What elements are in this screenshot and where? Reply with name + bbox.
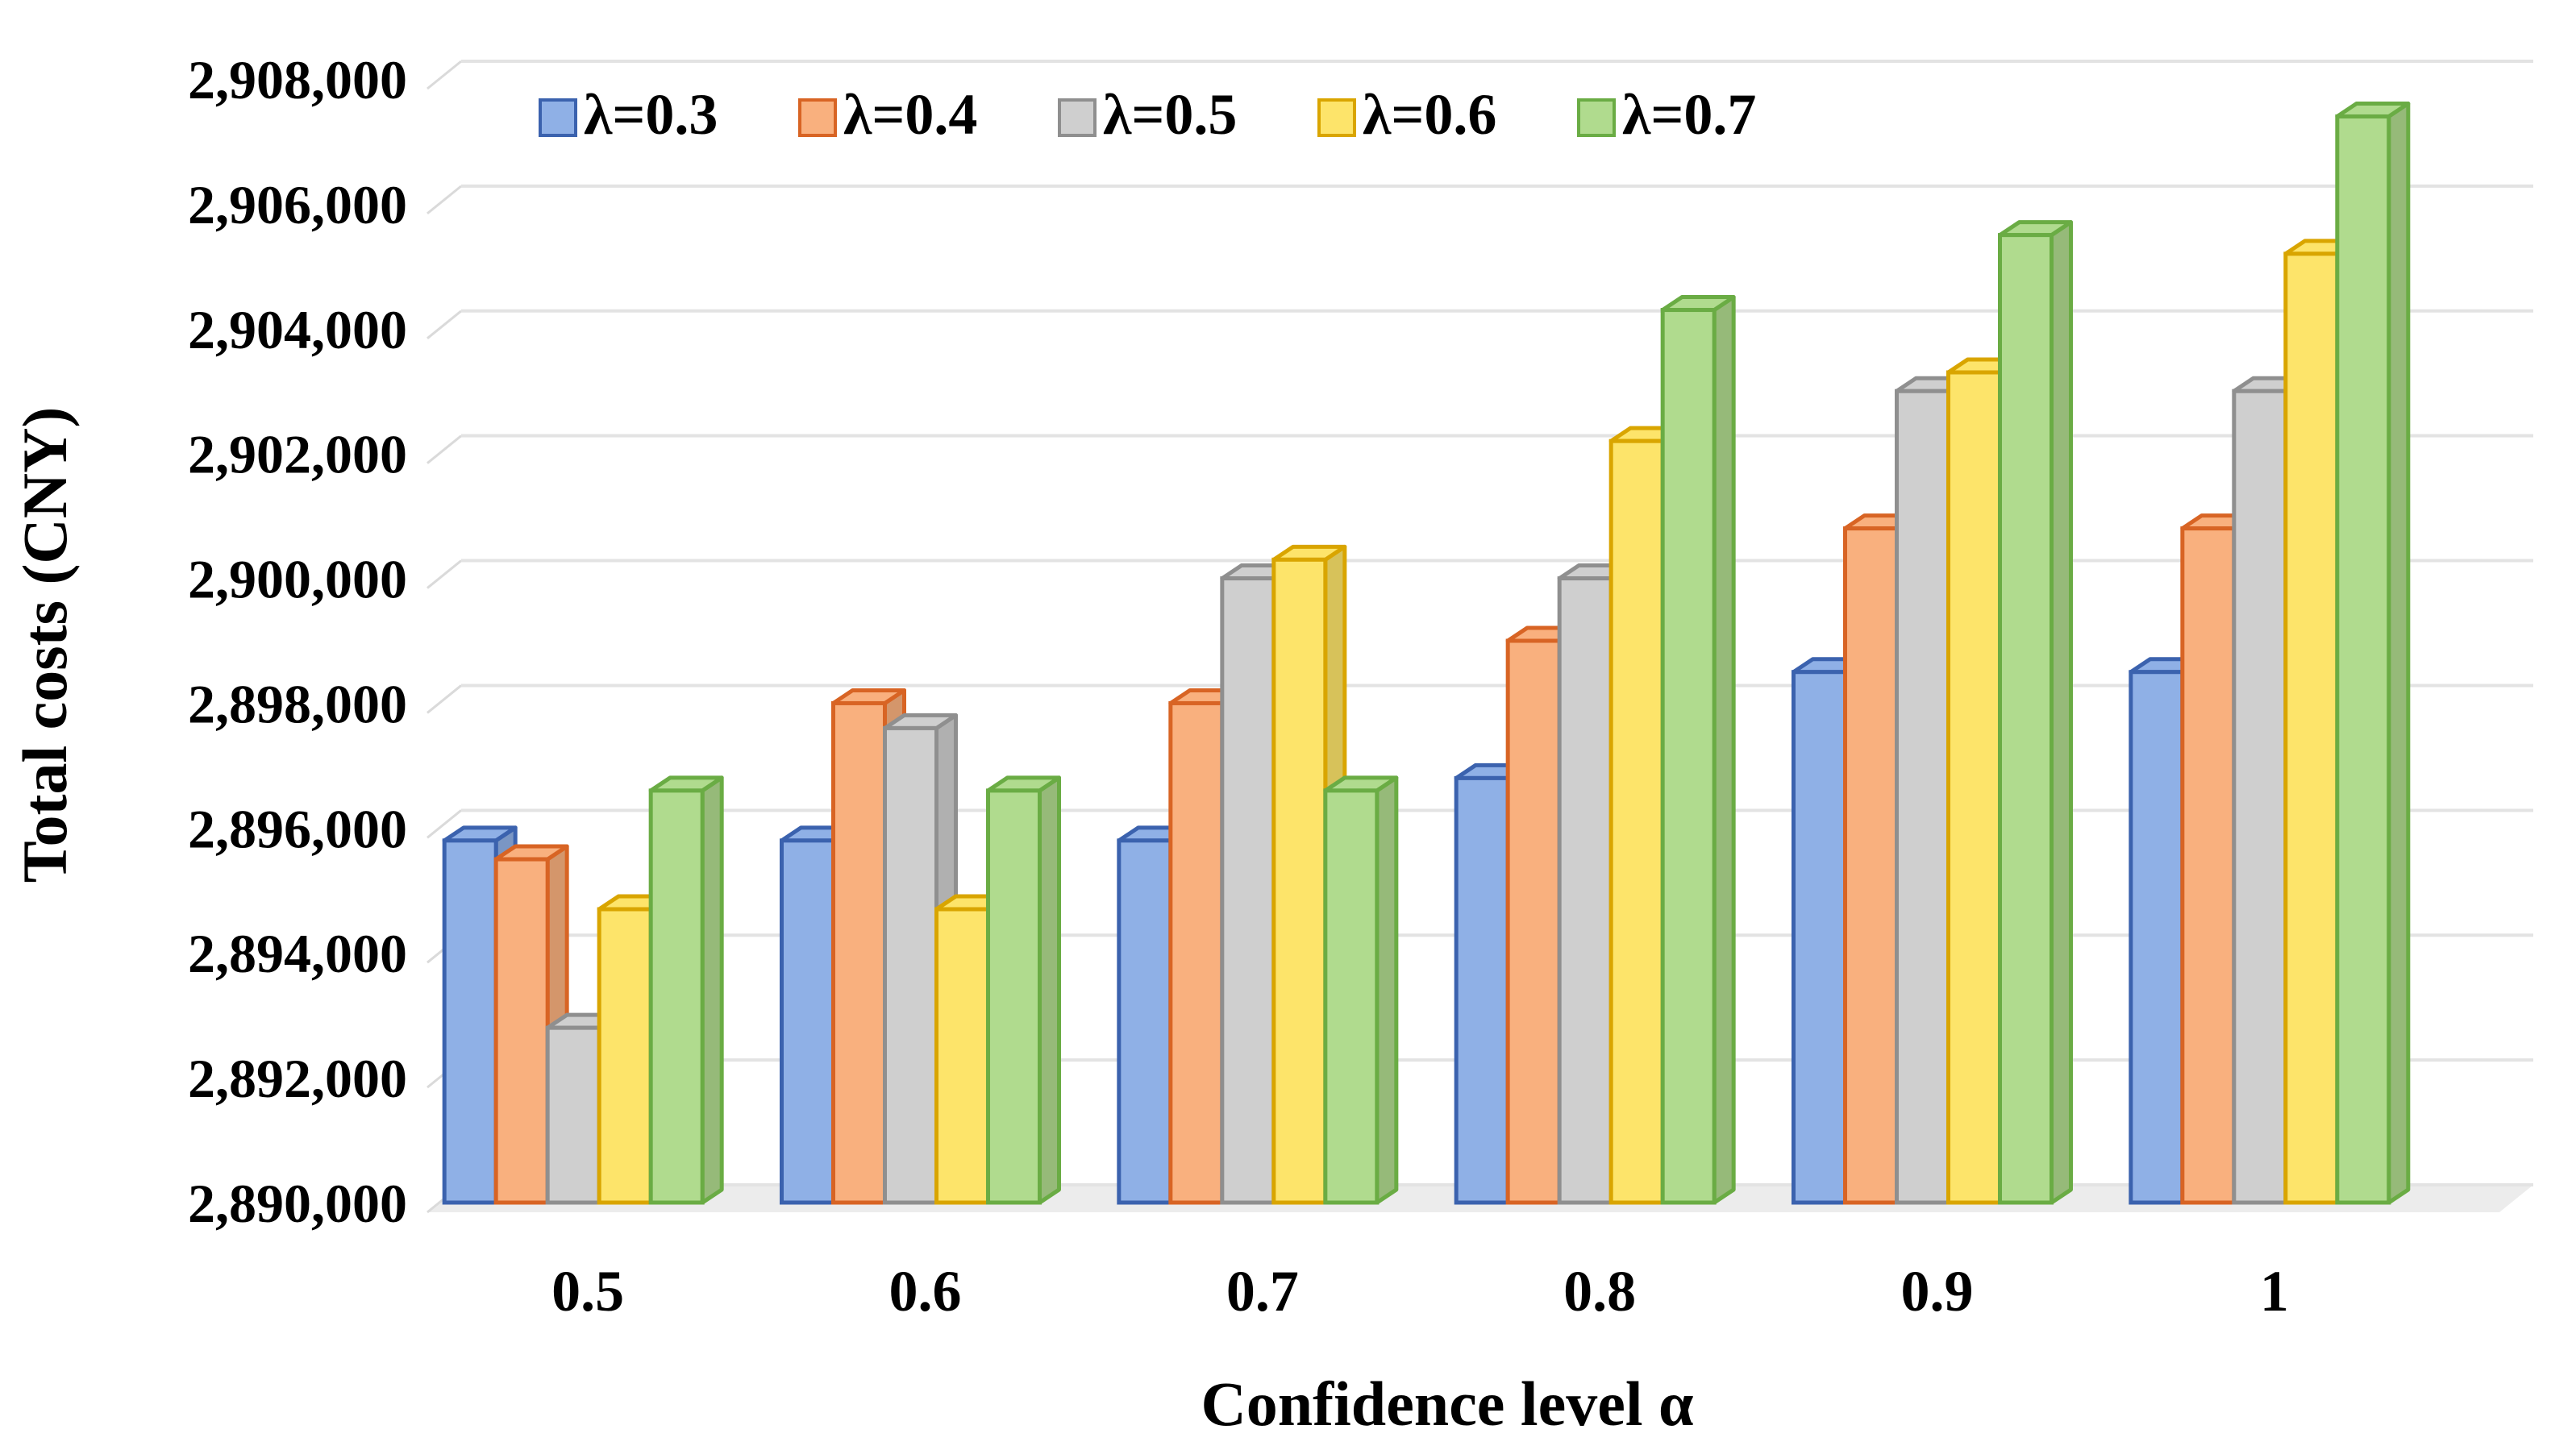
legend-label: λ=0.6 bbox=[1363, 82, 1496, 147]
y-tick-label: 2,902,000 bbox=[188, 424, 407, 485]
x-tick-label: 0.8 bbox=[1563, 1259, 1636, 1323]
gridline-depth bbox=[427, 559, 462, 589]
y-axis-title: Total costs (CNY) bbox=[10, 407, 80, 883]
legend-item: λ=0.3 bbox=[539, 82, 718, 147]
y-axis-ticks: 2,890,000 2,892,000 2,894,000 2,896,000 2,89… bbox=[188, 49, 407, 1234]
gridline-depth bbox=[427, 60, 462, 90]
gridline-depth bbox=[427, 185, 462, 215]
legend: λ=0.3 λ=0.4 λ=0.5 λ=0.6 λ=0.7 bbox=[539, 82, 1756, 147]
bar-group bbox=[1792, 220, 2073, 1205]
legend-swatch bbox=[1577, 98, 1616, 137]
legend-item: λ=0.6 bbox=[1317, 82, 1496, 147]
legend-swatch bbox=[1317, 98, 1356, 137]
y-tick-label: 2,904,000 bbox=[188, 299, 407, 360]
gridline-depth bbox=[427, 684, 462, 714]
legend-item: λ=0.7 bbox=[1577, 82, 1756, 147]
y-tick-label: 2,900,000 bbox=[188, 549, 407, 610]
bar bbox=[1660, 295, 1736, 1205]
bar-group bbox=[2129, 101, 2411, 1205]
legend-swatch bbox=[1058, 98, 1097, 137]
bar bbox=[1323, 775, 1399, 1205]
bar bbox=[648, 775, 724, 1205]
bar bbox=[1998, 220, 2073, 1205]
x-tick-label: 0.7 bbox=[1226, 1259, 1299, 1323]
legend-item: λ=0.4 bbox=[798, 82, 977, 147]
legend-swatch bbox=[798, 98, 837, 137]
y-tick-label: 2,890,000 bbox=[188, 1173, 407, 1234]
legend-label: λ=0.3 bbox=[584, 82, 718, 147]
y-tick-label: 2,906,000 bbox=[188, 174, 407, 235]
legend-label: λ=0.4 bbox=[843, 82, 977, 147]
bar bbox=[2335, 101, 2411, 1205]
x-axis-title: Confidence level α bbox=[1201, 1369, 1693, 1439]
x-tick-label: 0.9 bbox=[1901, 1259, 1974, 1323]
y-tick-label: 2,892,000 bbox=[188, 1048, 407, 1109]
legend-item: λ=0.5 bbox=[1058, 82, 1237, 147]
bar-group bbox=[780, 688, 1061, 1205]
legend-label: λ=0.5 bbox=[1103, 82, 1237, 147]
bar-group bbox=[1454, 295, 1736, 1205]
gridline-depth bbox=[427, 809, 462, 839]
y-tick-label: 2,908,000 bbox=[188, 49, 407, 110]
bar bbox=[986, 775, 1061, 1205]
x-tick-label: 0.6 bbox=[889, 1259, 962, 1323]
y-tick-label: 2,896,000 bbox=[188, 798, 407, 859]
x-tick-label: 1 bbox=[2260, 1259, 2289, 1323]
bar-group bbox=[1117, 544, 1399, 1205]
gridline-depth bbox=[427, 310, 462, 339]
y-tick-label: 2,898,000 bbox=[188, 673, 407, 734]
y-tick-label: 2,894,000 bbox=[188, 923, 407, 984]
gridline-depth bbox=[427, 434, 462, 464]
x-tick-label: 0.5 bbox=[551, 1259, 624, 1323]
bar-group bbox=[442, 775, 724, 1205]
legend-label: λ=0.7 bbox=[1622, 82, 1756, 147]
x-axis-ticks: 0.5 0.6 0.7 0.8 0.9 1 bbox=[551, 1259, 2289, 1323]
legend-swatch bbox=[539, 98, 577, 137]
bars bbox=[442, 101, 2411, 1205]
